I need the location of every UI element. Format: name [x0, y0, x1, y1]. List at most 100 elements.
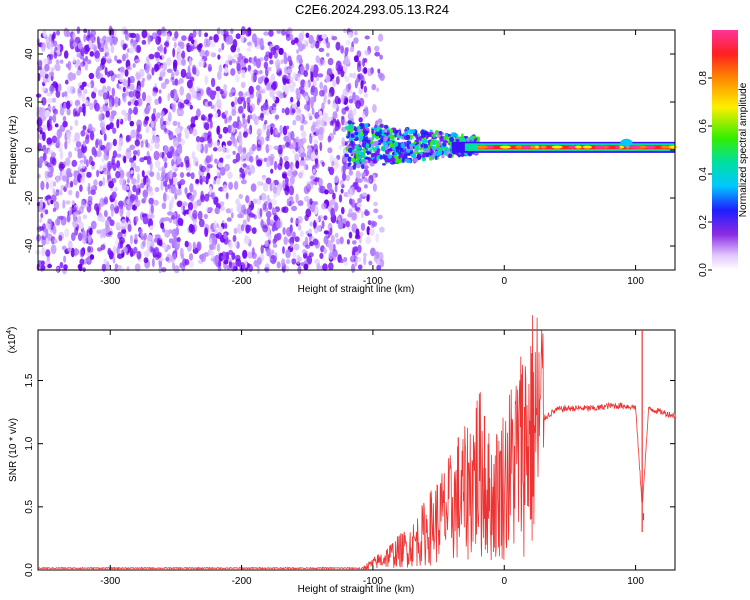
spectrogram-cell — [184, 240, 189, 248]
spectrogram-cell — [208, 186, 212, 195]
spectrogram-cell — [72, 41, 78, 48]
spectrogram-cell — [268, 106, 273, 111]
spectrogram-cell — [44, 77, 49, 83]
spectrogram-cell — [292, 72, 297, 79]
spectrogram-cell — [39, 218, 43, 223]
spectrogram-cell — [99, 165, 104, 172]
spectrogram-cell — [118, 200, 124, 208]
spectrogram-cell — [124, 69, 129, 77]
spectrogram-cell — [297, 224, 302, 231]
spectrogram-cell — [279, 124, 283, 135]
spectrogram-cell — [324, 189, 329, 195]
spectrogram-cell — [188, 253, 194, 261]
spectrogram-cell — [215, 86, 221, 92]
spectrogram-cell — [291, 108, 296, 114]
spectrogram-cell — [143, 156, 148, 161]
spectrogram-cell — [444, 133, 448, 137]
spectrogram-cell — [95, 150, 102, 158]
spectrogram-cell — [183, 210, 187, 217]
spectrogram-cell — [73, 218, 79, 228]
spectrogram-cell — [412, 157, 418, 163]
spectrogram-cell — [135, 188, 141, 196]
spectrogram-cell — [125, 135, 130, 143]
spectrogram-cell — [265, 144, 270, 154]
spectrogram-cell — [202, 176, 207, 183]
colorbar-label: Normalized spectral amplitude — [738, 82, 749, 217]
spectrogram-cell — [162, 180, 168, 187]
spectrogram-cell — [620, 138, 633, 147]
snr-scale-prefix: (x10 — [7, 333, 18, 353]
spectrogram-cell — [264, 240, 269, 248]
spectrogram-cell — [319, 81, 324, 90]
spectrogram-cell — [406, 149, 411, 153]
spectrogram-cell — [114, 187, 118, 192]
spectrogram-cell — [98, 180, 103, 187]
spectrogram-cell — [130, 32, 137, 39]
spectrogram-cell — [101, 126, 106, 135]
spectrogram-cell — [269, 182, 273, 192]
spectrogram-cell — [166, 194, 170, 201]
spectrogram-cell — [323, 215, 328, 221]
spectrogram-cell — [136, 149, 141, 157]
spectrogram-cell — [152, 127, 156, 132]
spectrogram-cell — [235, 74, 240, 83]
spectrogram-cell — [313, 227, 319, 234]
spectrogram-cell — [282, 246, 285, 255]
spectrogram-cell — [302, 43, 306, 50]
spectrogram-cell — [103, 133, 107, 142]
spectrogram-cell — [250, 165, 255, 175]
snr-scale-label: (x104) — [6, 327, 18, 354]
spectrogram-cell — [108, 250, 114, 260]
spectrogram-cell — [349, 73, 353, 78]
spectrogram-cell — [213, 90, 217, 96]
spectrogram-cell — [241, 122, 248, 128]
spectrogram-cell — [47, 171, 53, 178]
spectrogram-cell — [142, 216, 149, 225]
spectrogram-cell — [376, 264, 382, 271]
spectrogram-cell — [164, 78, 170, 85]
spectrogram-cell — [328, 166, 335, 176]
spectrogram-cell — [303, 81, 310, 90]
spectrogram-cell — [95, 139, 99, 149]
spectrogram-cell — [207, 63, 212, 72]
spectrogram-cell — [51, 135, 58, 144]
spectrogram-cell — [80, 200, 85, 210]
spectrogram-cell — [420, 144, 424, 148]
x-tick-label: 100 — [627, 576, 644, 587]
spectrogram-cell — [227, 124, 232, 134]
spectrogram-cell — [369, 228, 375, 236]
spectrogram-cell — [244, 235, 250, 245]
spectrogram-cell — [345, 146, 349, 151]
spectrogram-cell — [82, 57, 86, 66]
spectrogram-cell — [91, 161, 95, 167]
spectrogram-cell — [138, 228, 143, 234]
spectrogram-cell — [190, 224, 196, 235]
spectrogram-cell — [194, 115, 199, 121]
spectrogram-cell — [41, 86, 47, 92]
spectrogram-cell — [167, 244, 171, 250]
spectrogram-cell — [192, 209, 198, 220]
spectrogram-cell — [136, 127, 140, 138]
spectrogram-cell — [181, 201, 188, 207]
spectrogram-cell — [59, 107, 65, 116]
spectrogram-cell — [86, 59, 92, 65]
spectrogram-cell — [174, 241, 181, 247]
spectrogram-cell — [382, 163, 386, 166]
spectrogram-cell — [167, 211, 173, 216]
spectrogram-cell — [122, 43, 128, 49]
spectrogram-cell — [140, 140, 144, 148]
spectrogram-cell — [374, 141, 379, 145]
spectrogram-cell — [112, 256, 116, 264]
spectrogram-cell — [200, 253, 206, 263]
spectrogram-cell — [91, 91, 97, 99]
spectrogram-cell — [192, 217, 198, 225]
spectrogram-cell — [222, 126, 229, 134]
spectrogram-cell — [53, 108, 58, 115]
spectrogram-cell — [310, 124, 316, 133]
spectrogram-cell — [217, 162, 223, 168]
spectrogram-cell — [53, 239, 58, 244]
spectrogram-cell — [40, 260, 45, 266]
spectrogram-cell — [269, 219, 274, 224]
spectrogram-cell — [189, 104, 193, 110]
